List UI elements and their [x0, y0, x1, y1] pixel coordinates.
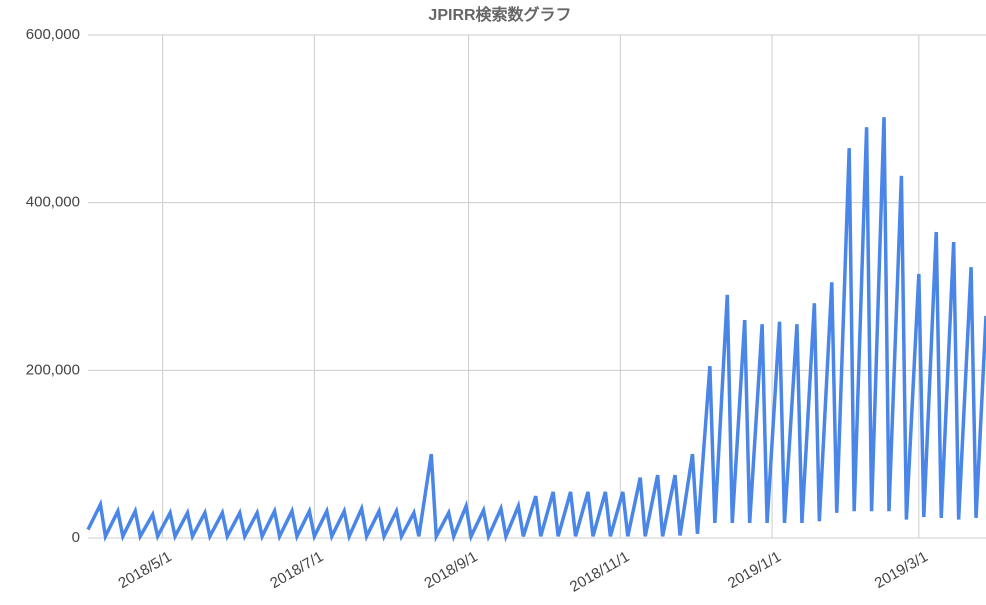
x-tick-label: 2019/3/1	[872, 548, 931, 592]
data-line	[86, 117, 986, 543]
x-tick-label: 2018/5/1	[116, 548, 175, 592]
x-tick-label: 2019/1/1	[725, 548, 784, 592]
chart-title: JPIRR検索数グラフ	[428, 5, 571, 24]
x-tick-label: 2018/7/1	[267, 548, 326, 592]
x-tick-label: 2018/11/1	[567, 548, 632, 596]
y-tick-label: 200,000	[26, 361, 80, 378]
x-tick-label: 2018/9/1	[422, 548, 481, 592]
y-tick-label: 0	[72, 529, 80, 546]
y-tick-label: 600,000	[26, 26, 80, 43]
y-tick-label: 400,000	[26, 194, 80, 211]
